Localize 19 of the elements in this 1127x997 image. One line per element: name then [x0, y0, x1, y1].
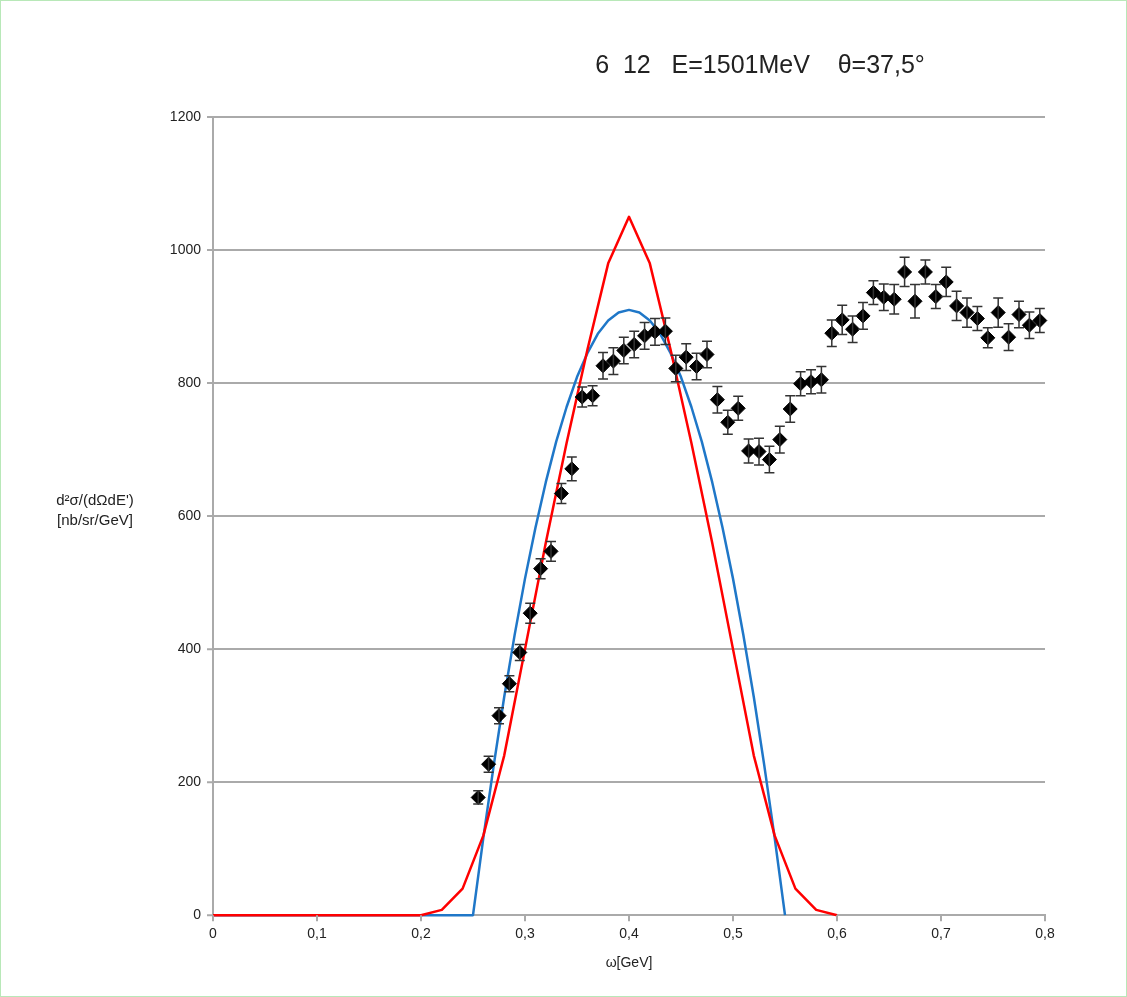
x-tick-label: 0,1: [307, 925, 327, 942]
x-tick-label: 0,7: [931, 925, 951, 942]
y-tick-label: 800: [177, 373, 202, 390]
x-tick-label: 0,8: [1035, 925, 1055, 942]
x-tick-label: 0,5: [723, 925, 743, 942]
x-tick-label: 0: [209, 925, 218, 942]
y-axis-title: d²σ/(dΩdE') [nb/sr/GeV]: [55, 490, 135, 530]
chart-title: 6 12 E=1501MeV θ=37,5°: [594, 50, 926, 79]
y-tick-label: 0: [193, 906, 202, 923]
x-tick-label: 0,6: [827, 925, 847, 942]
y-tick-label: 400: [177, 639, 202, 656]
x-tick-label: 0,2: [411, 925, 431, 942]
x-tick-label: 0,4: [619, 925, 639, 942]
y-tick-label: 1000: [169, 240, 202, 257]
y-tick-label: 200: [177, 773, 202, 790]
x-axis-title: ω[GeV]: [605, 954, 653, 971]
y-tick-label: 600: [177, 506, 202, 523]
x-tick-label: 0,3: [515, 925, 535, 942]
y-tick-label: 1200: [169, 107, 202, 124]
